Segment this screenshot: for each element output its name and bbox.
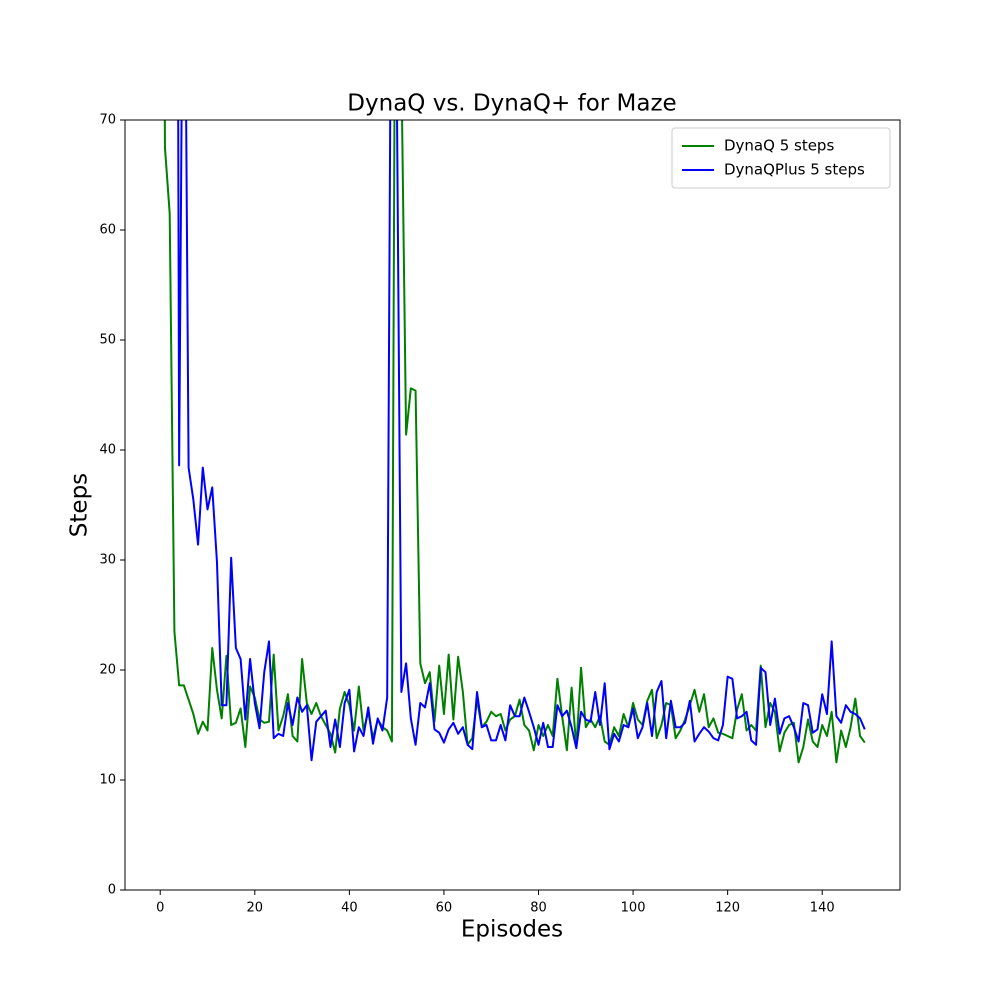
x-tick-label: 80 [530,901,547,916]
x-tick-label: 40 [341,901,358,916]
y-axis-label: Steps [67,473,93,537]
legend-box [671,127,891,189]
y-tick-label: 50 [99,333,116,348]
plot-frame [124,119,901,891]
chart-title: DynaQ vs. DynaQ+ for Maze [347,91,676,117]
y-tick-label: 30 [99,553,116,568]
x-tick-label: 120 [715,901,740,916]
legend: DynaQ 5 steps DynaQPlus 5 steps [671,127,891,189]
y-tick-label: 40 [99,443,116,458]
x-axis-label: Episodes [461,917,563,943]
y-tick-label: 70 [99,113,116,128]
legend-label: DynaQ 5 steps [724,137,834,155]
y-tick-label: 0 [108,883,116,898]
x-tick-label: 0 [156,901,164,916]
y-tick-label: 20 [99,663,116,678]
y-tick-label: 10 [99,773,116,788]
x-tick-label: 20 [247,901,264,916]
legend-label: DynaQPlus 5 steps [724,161,865,179]
x-tick-label: 100 [621,901,646,916]
series-line [163,120,866,764]
y-tick-label: 60 [99,223,116,238]
plot-lines [163,120,866,764]
x-tick-label: 60 [436,901,453,916]
series-line [177,120,866,762]
x-tick-label: 140 [810,901,835,916]
